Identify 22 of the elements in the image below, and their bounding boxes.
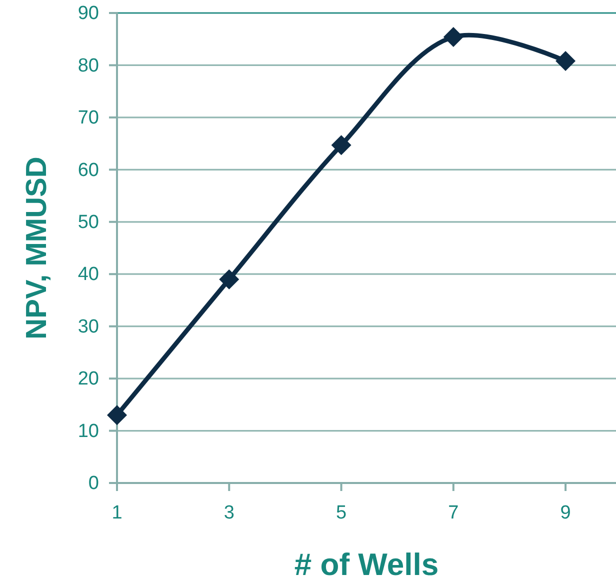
point: [219, 269, 240, 290]
x-tick-label: 7: [448, 502, 459, 524]
x-axis-title: # of Wells: [294, 547, 439, 579]
point: [331, 135, 352, 156]
point: [556, 51, 576, 72]
y-tick-label: 50: [78, 212, 99, 233]
y-tick-label: 40: [78, 264, 99, 286]
y-tick-label: 30: [78, 316, 99, 338]
point: [107, 405, 127, 426]
y-tick-label: 60: [78, 160, 99, 181]
y-tick-label: 90: [78, 3, 99, 24]
x-tick-label: 1: [112, 502, 122, 524]
x-tick-label: 5: [336, 502, 347, 524]
x-tick-label: 9: [560, 502, 571, 524]
y-axis-title: NPV, MMUSD: [21, 156, 53, 340]
y-tick-label: 70: [78, 108, 99, 129]
y-tick-label: 20: [78, 368, 99, 390]
y-tick-label: 0: [88, 473, 99, 494]
y-tick-label: 80: [78, 55, 99, 76]
point: [443, 27, 464, 48]
y-tick-label: 10: [78, 420, 99, 442]
x-tick-label: 3: [224, 502, 234, 524]
